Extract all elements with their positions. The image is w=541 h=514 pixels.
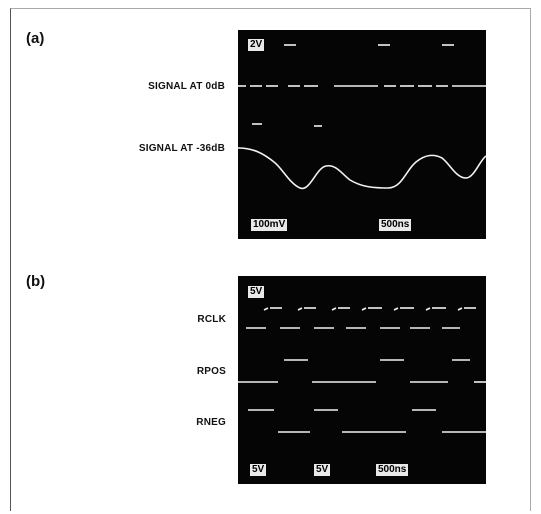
trace-rpos: [238, 359, 486, 383]
volts-div-badge-a-bottom: 100mV: [251, 219, 288, 231]
trace-signal-minus36db: [238, 147, 486, 190]
panel-b-label: (b): [26, 273, 46, 290]
oscilloscope-screen-a: 2V 100mV 500ns: [238, 30, 486, 239]
waveform-plot-b: [238, 307, 486, 433]
volts-div-badge-a: 2V: [248, 39, 265, 51]
volts-div-badge-b-2: 5V: [314, 464, 331, 476]
rclk-label: RCLK: [197, 314, 226, 325]
volts-div-badge-b-1: 5V: [250, 464, 267, 476]
trace-rclk: [246, 307, 476, 329]
signal-minus36db-label: SIGNAL AT -36dB: [138, 143, 225, 154]
volts-div-badge-b: 5V: [248, 286, 265, 298]
waveform-plot-a: [238, 44, 486, 190]
panel-a-label: (a): [26, 30, 45, 47]
signal-0db-label: SIGNAL AT 0dB: [148, 81, 225, 92]
trace-rneg: [248, 409, 486, 433]
rneg-label: RNEG: [196, 417, 226, 428]
figure-frame: [10, 8, 531, 511]
time-div-badge-b: 500ns: [376, 464, 409, 476]
time-div-badge-a: 500ns: [379, 219, 412, 231]
oscilloscope-screen-b: 5V 5V 5V 500ns: [238, 276, 486, 484]
rpos-label: RPOS: [196, 366, 226, 377]
